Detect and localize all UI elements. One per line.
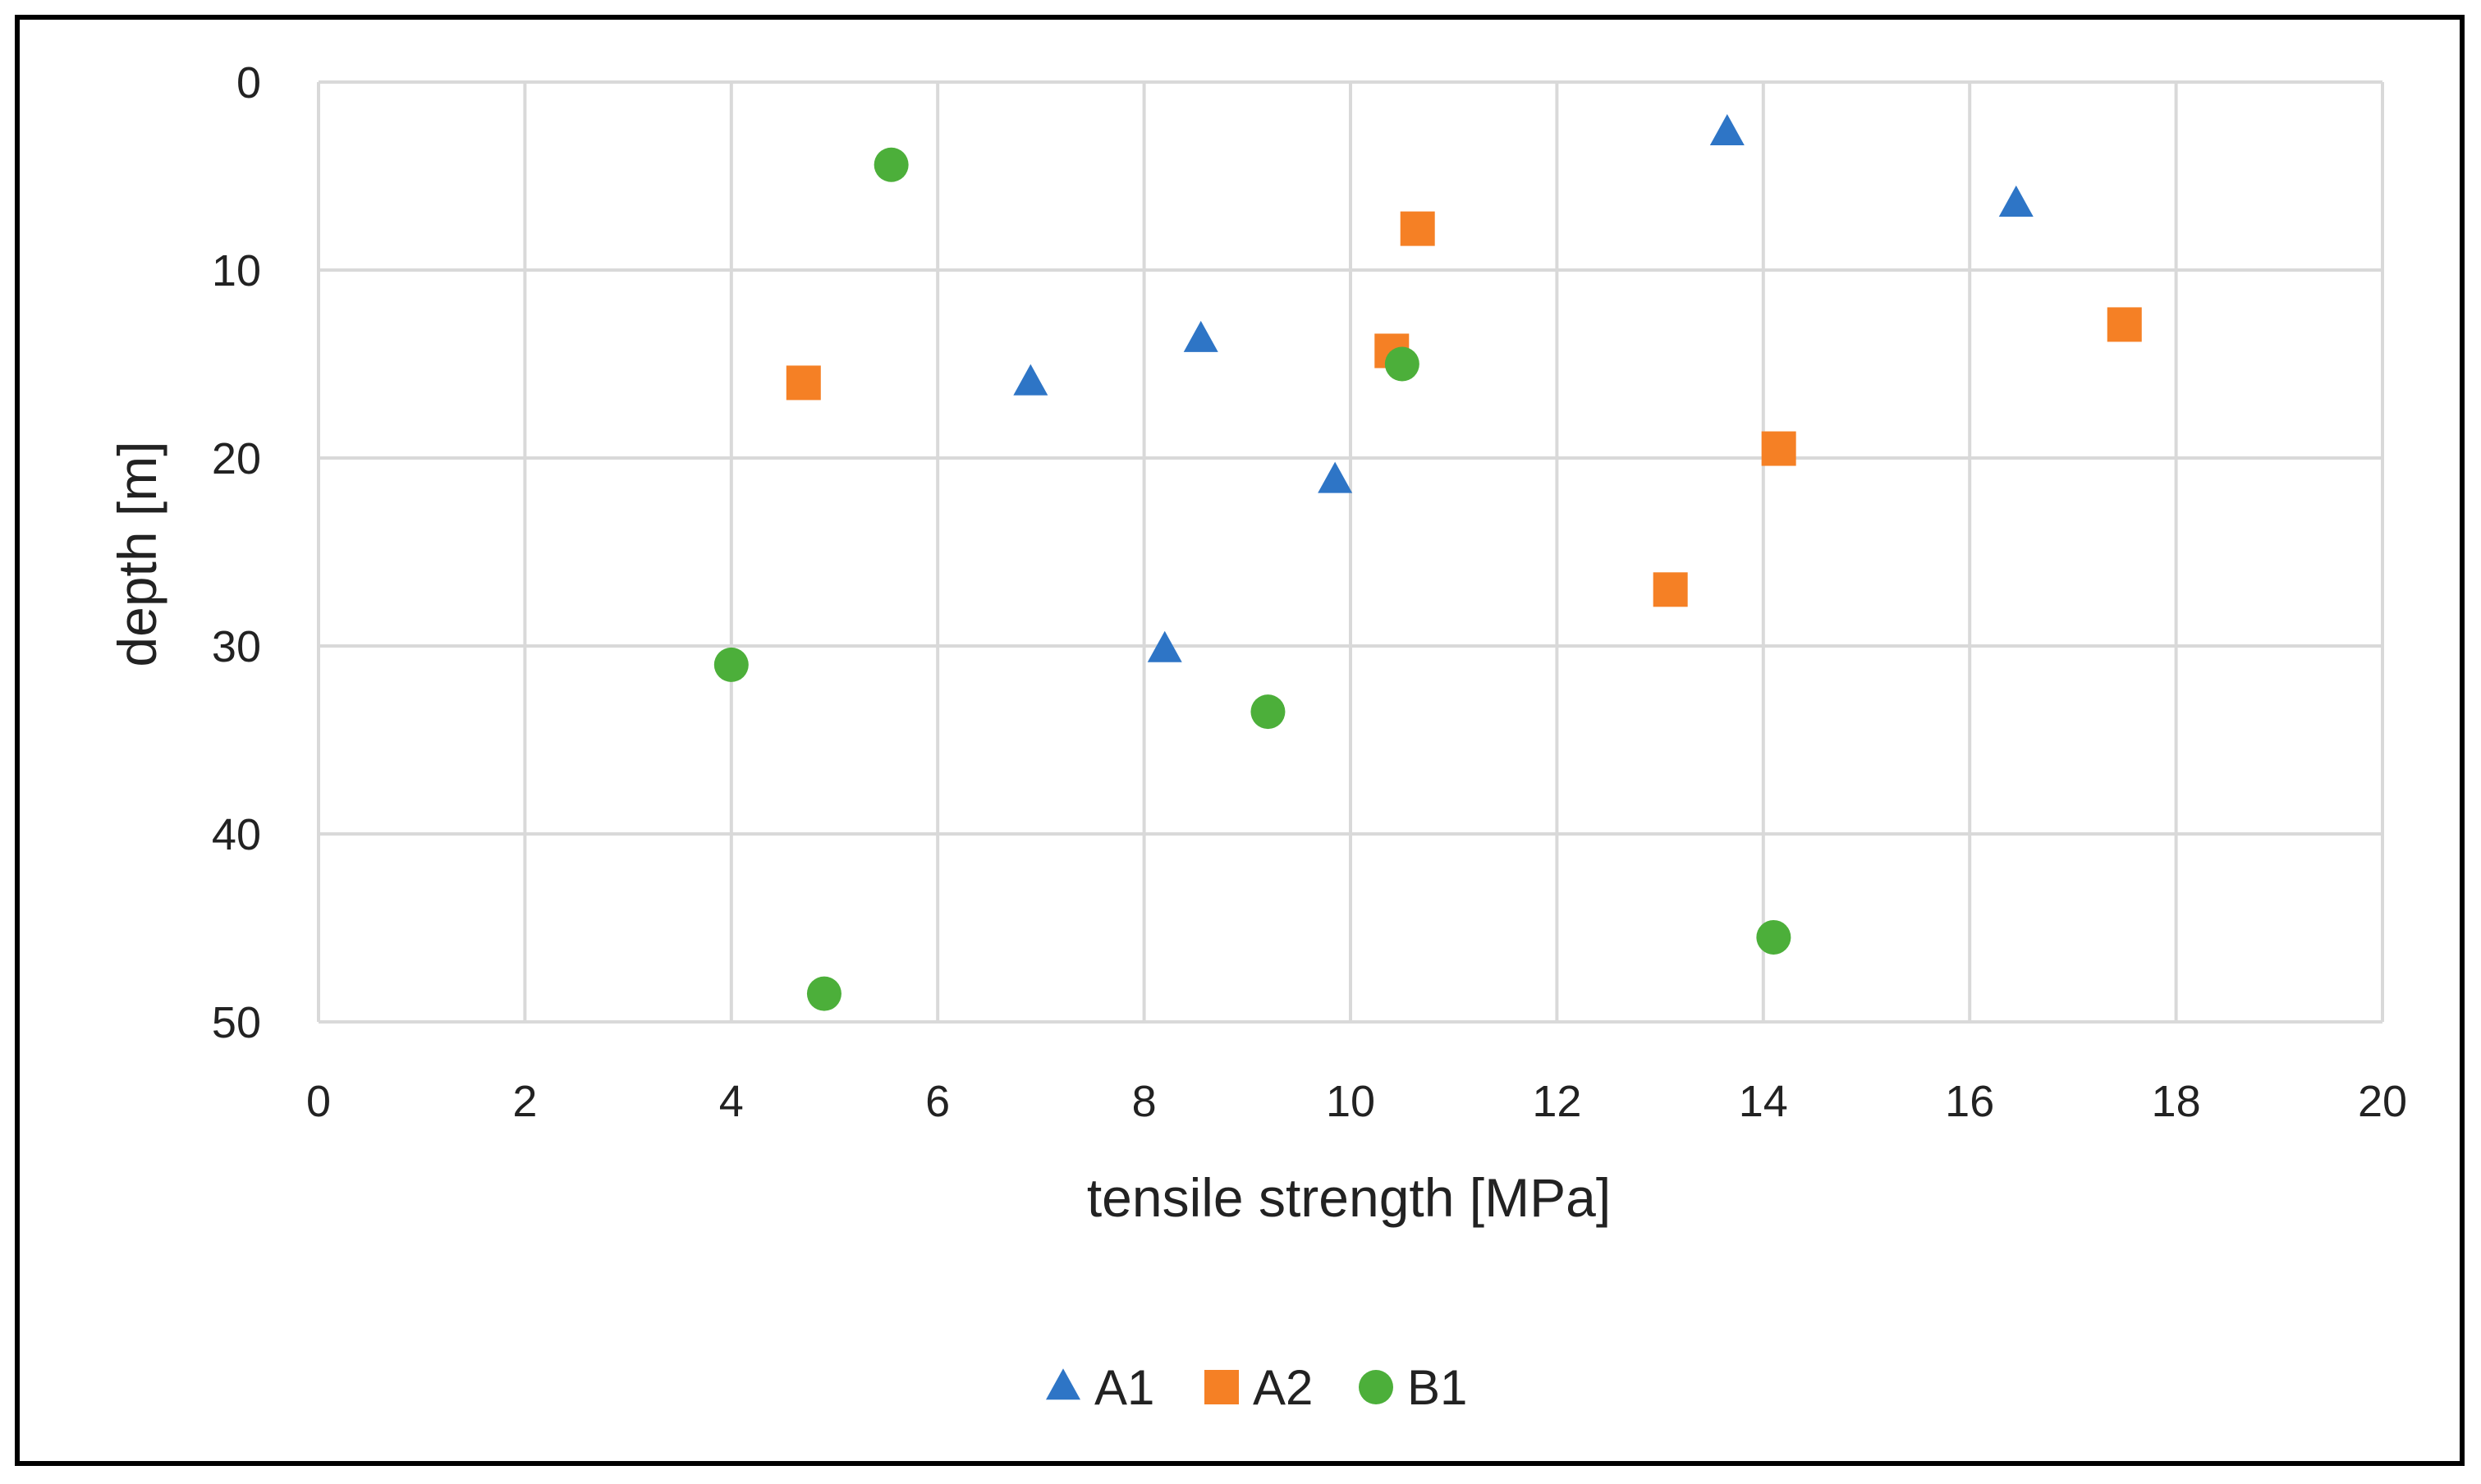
legend-marker-a1 [1046, 1368, 1080, 1400]
data-point-b1 [806, 976, 842, 1011]
legend: A1 A2 B1 [1046, 1360, 1467, 1415]
data-point-a1 [1318, 461, 1353, 493]
legend-item-b1: B1 [1359, 1360, 1467, 1415]
y-tick-label: 30 [212, 622, 261, 671]
y-tick-label: 0 [236, 58, 261, 108]
y-tick-label: 40 [212, 810, 261, 859]
y-axis-title: depth [m] [107, 441, 167, 666]
data-point-a2 [1761, 431, 1796, 466]
data-point-a1 [1013, 364, 1048, 396]
legend-item-a2: A2 [1204, 1360, 1313, 1415]
legend-marker-b1 [1359, 1370, 1393, 1404]
x-tick-label: 2 [512, 1077, 537, 1126]
y-axis-tick-labels: 0 10 20 30 40 50 [212, 58, 261, 1047]
data-point-a2 [2107, 307, 2142, 342]
x-axis-tick-labels: 0 2 4 6 8 10 12 14 16 18 20 [306, 1077, 2407, 1126]
data-point-a2 [1653, 572, 1688, 607]
data-point-a1 [1183, 320, 1218, 352]
x-axis-title: tensile strength [MPa] [1087, 1167, 1611, 1228]
legend-label: A1 [1094, 1360, 1154, 1415]
x-tick-label: 14 [1739, 1077, 1788, 1126]
data-points [713, 114, 2142, 1011]
y-tick-label: 50 [212, 998, 261, 1047]
x-tick-label: 20 [2358, 1077, 2407, 1126]
x-tick-label: 6 [925, 1077, 950, 1126]
data-point-a1 [1709, 114, 1745, 146]
data-point-a1 [1147, 630, 1182, 662]
x-tick-label: 12 [1532, 1077, 1581, 1126]
series-a1 [1013, 114, 2034, 662]
data-point-b1 [1756, 919, 1791, 955]
x-tick-label: 4 [719, 1077, 744, 1126]
data-point-a2 [1400, 211, 1435, 246]
legend-marker-a2 [1204, 1370, 1239, 1404]
data-point-a1 [1998, 186, 2034, 218]
chart-frame [15, 15, 2465, 1466]
grid-lines [317, 80, 2384, 1024]
x-tick-label: 0 [306, 1077, 331, 1126]
series-b1 [713, 147, 1791, 1011]
x-tick-label: 18 [2152, 1077, 2201, 1126]
data-point-b1 [874, 147, 909, 182]
y-tick-label: 20 [212, 434, 261, 483]
data-point-a2 [786, 365, 821, 401]
legend-label: A2 [1253, 1360, 1313, 1415]
data-point-b1 [1250, 694, 1286, 730]
data-point-b1 [713, 647, 749, 682]
legend-label: B1 [1407, 1360, 1467, 1415]
x-tick-label: 16 [1945, 1077, 1994, 1126]
data-point-b1 [1384, 346, 1419, 382]
x-tick-label: 10 [1326, 1077, 1375, 1126]
y-tick-label: 10 [212, 246, 261, 295]
legend-item-a1: A1 [1046, 1360, 1154, 1415]
x-tick-label: 8 [1132, 1077, 1157, 1126]
